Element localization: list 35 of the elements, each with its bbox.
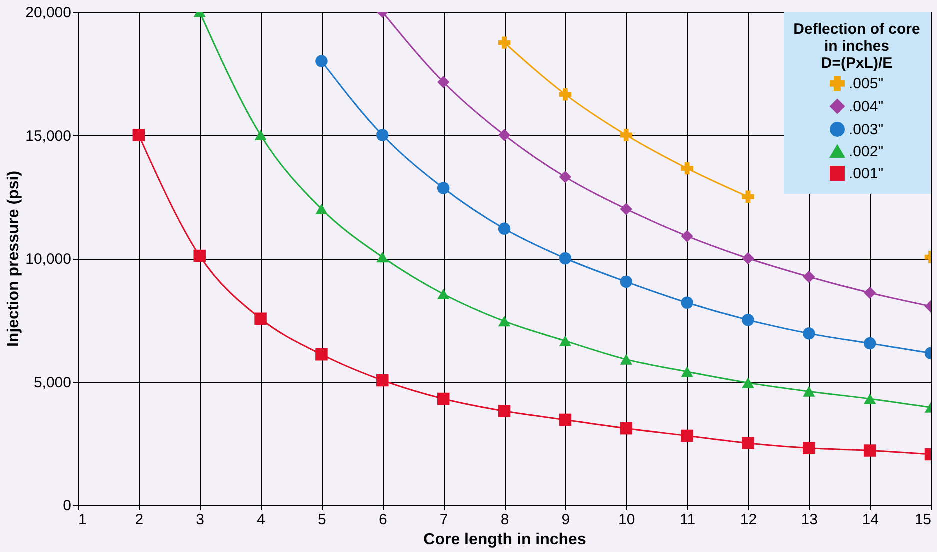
point <box>316 55 328 68</box>
legend-title: Deflection of core in inches D=(PxL)/E <box>794 21 920 72</box>
x-tick-label: 10 <box>618 512 636 528</box>
y-tick-label: 0 <box>63 498 72 514</box>
x-tick-label: 4 <box>257 512 266 528</box>
x-tick-label: 3 <box>196 512 205 528</box>
x-tick-label: 7 <box>440 512 448 528</box>
y-axis-title: Injection pressure (psi) <box>6 170 23 348</box>
x-tick-label: 9 <box>562 512 570 528</box>
y-tick-label: 20,000 <box>26 4 72 22</box>
y-tick-label: 5,000 <box>34 374 72 392</box>
legend-label: .003" <box>849 122 884 138</box>
point <box>803 442 816 454</box>
x-tick-label: 11 <box>680 512 696 528</box>
point <box>316 348 328 361</box>
x-tick-label: 6 <box>378 512 388 528</box>
point <box>498 36 511 49</box>
x-tick-label: 1 <box>78 512 87 528</box>
point <box>864 394 876 404</box>
point <box>132 129 146 142</box>
x-tick-label: 2 <box>135 512 144 528</box>
legend-label: .002" <box>849 144 884 160</box>
x-axis-title: Core length in inches <box>424 532 586 548</box>
x-tick-label: 12 <box>740 512 758 528</box>
y-tick-label: 15,000 <box>26 128 72 145</box>
x-tick-label: 15 <box>914 512 932 528</box>
x-tick-label: 5 <box>318 512 326 528</box>
point <box>742 378 754 388</box>
x-tick-label: 13 <box>801 512 818 528</box>
x-tick-label: 8 <box>500 512 510 528</box>
x-tick-label: 14 <box>862 512 879 528</box>
legend-label: .004" <box>849 98 884 116</box>
legend-label: .005" <box>849 76 884 92</box>
legend-label: .001" <box>849 166 884 182</box>
y-tick-label: 10,000 <box>26 251 72 268</box>
